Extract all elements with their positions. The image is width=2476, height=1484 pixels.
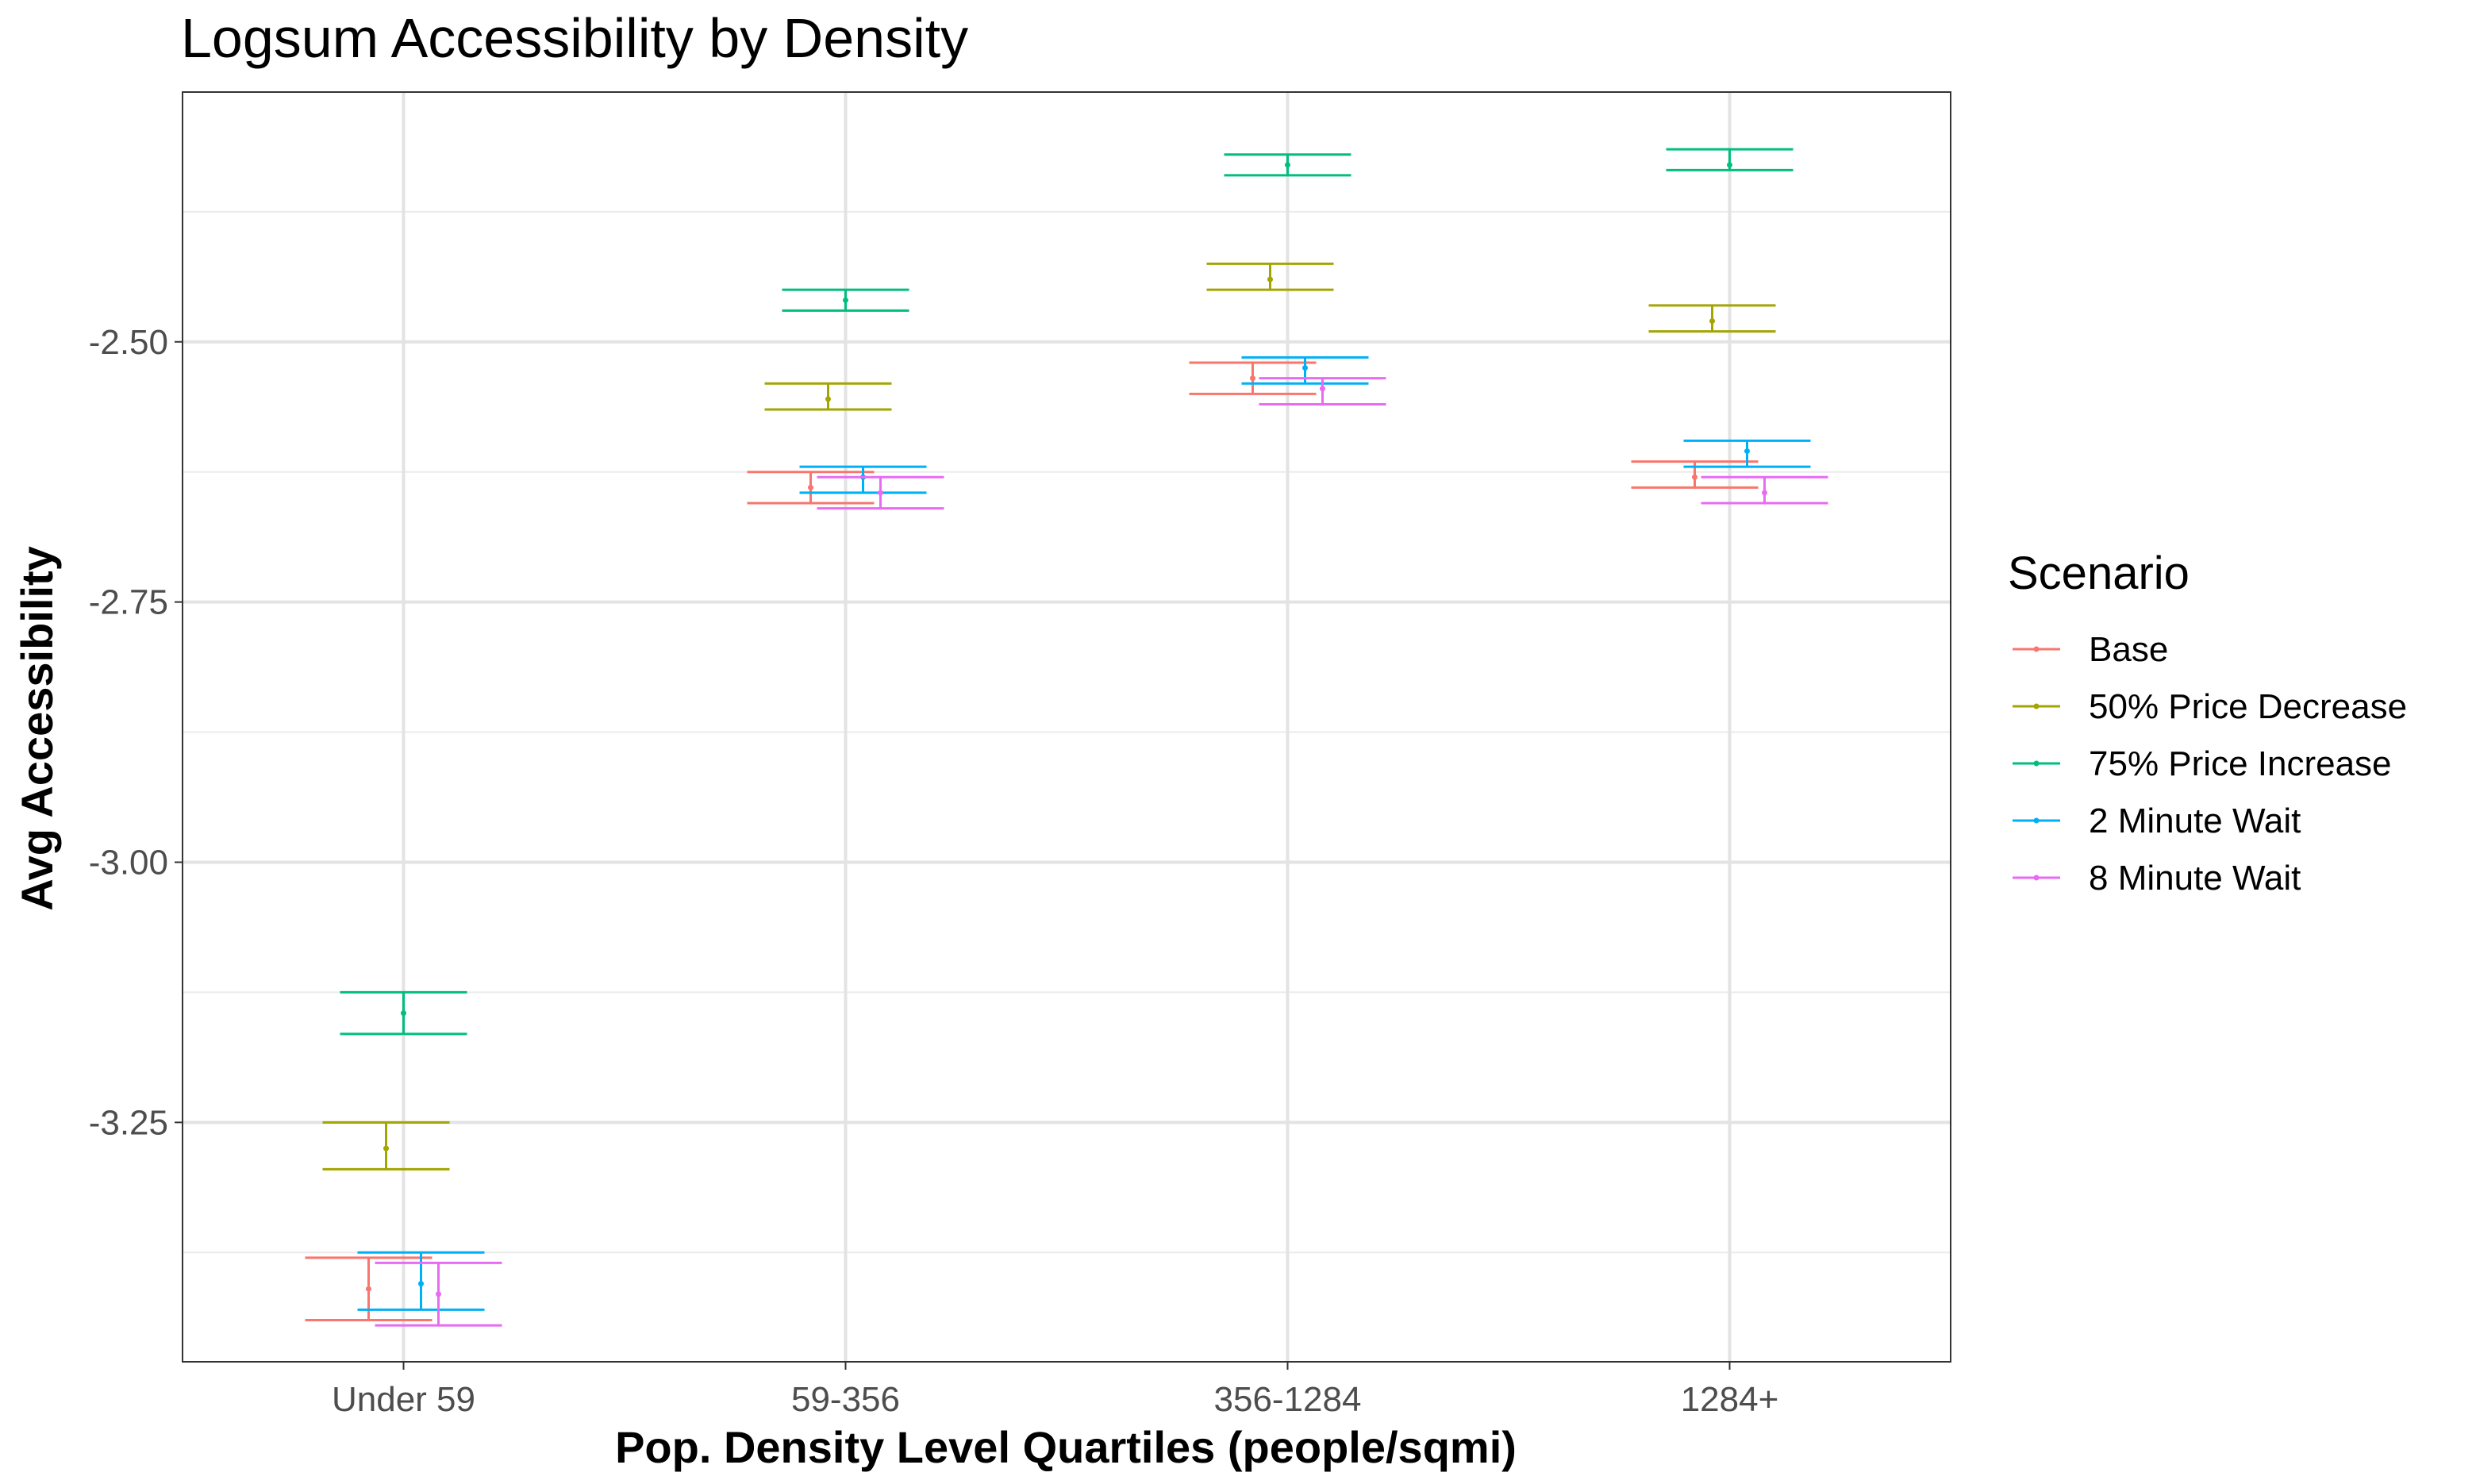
series-2-minute-wait: [357, 356, 1811, 1311]
chart-title: Logsum Accessibility by Density: [181, 7, 968, 69]
mean-point: [1744, 448, 1750, 454]
mean-point: [1320, 386, 1325, 392]
mean-point: [401, 1010, 406, 1017]
legend-item: 75% Price Increase: [2013, 744, 2392, 783]
mean-point: [825, 396, 831, 402]
legend-key-point: [2033, 703, 2040, 709]
series-8-minute-wait: [375, 377, 1828, 1327]
grid: [183, 92, 1951, 1362]
legend-item: 8 Minute Wait: [2013, 859, 2301, 898]
mean-point: [1285, 162, 1290, 168]
mean-point: [1762, 490, 1767, 496]
x-tick-label: 356-1284: [1214, 1380, 1362, 1419]
x-axis: Under 59 59-356 356-1284 1284+: [332, 1362, 1778, 1419]
legend-label: 2 Minute Wait: [2089, 802, 2301, 840]
plot-panel-border: [182, 91, 1951, 1363]
mean-point: [1250, 375, 1255, 382]
legend-item: Base: [2013, 630, 2168, 669]
y-tick-label: -2.50: [89, 323, 168, 362]
mean-point: [366, 1286, 371, 1292]
mean-point: [383, 1145, 389, 1151]
y-tick-label: -2.75: [89, 583, 168, 622]
x-tick-label: Under 59: [332, 1380, 475, 1419]
legend-label: 50% Price Decrease: [2089, 687, 2407, 726]
legend-label: Base: [2089, 630, 2168, 669]
series-75-price-increase: [340, 148, 1794, 1036]
legend-title: Scenario: [2008, 548, 2190, 599]
mean-point: [1692, 474, 1697, 480]
legend-key-point: [2033, 760, 2040, 767]
mean-point: [1267, 276, 1273, 283]
y-axis: -2.50 -2.75 -3.00 -3.25: [89, 323, 183, 1142]
legend-key-point: [2033, 646, 2040, 652]
mean-point: [878, 490, 883, 496]
legend-label: 8 Minute Wait: [2089, 859, 2301, 898]
legend-label: 75% Price Increase: [2089, 744, 2392, 783]
legend-item: 2 Minute Wait: [2013, 802, 2301, 840]
legend-key-point: [2033, 875, 2040, 881]
legend-item: 50% Price Decrease: [2013, 687, 2407, 726]
y-tick-label: -3.00: [89, 843, 168, 882]
legend: Scenario Base 50% Price Decrease 75% Price…: [2008, 548, 2407, 898]
mean-point: [843, 297, 848, 303]
series-base: [305, 361, 1759, 1322]
series-50-price-decrease: [322, 262, 1776, 1171]
x-axis-title: Pop. Density Level Quartiles (people/sqm…: [615, 1422, 1517, 1472]
mean-point: [1727, 162, 1732, 168]
mean-point: [1709, 318, 1715, 325]
y-axis-title: Avg Accessibility: [12, 546, 62, 911]
mean-point: [808, 484, 813, 490]
y-tick-label: -3.25: [89, 1103, 168, 1142]
x-tick-label: 1284+: [1681, 1380, 1779, 1419]
legend-key-point: [2033, 817, 2040, 824]
mean-point: [436, 1291, 441, 1298]
mean-point: [1302, 365, 1308, 371]
mean-point: [418, 1281, 424, 1287]
x-tick-label: 59-356: [791, 1380, 900, 1419]
series-layer: [305, 148, 1828, 1327]
